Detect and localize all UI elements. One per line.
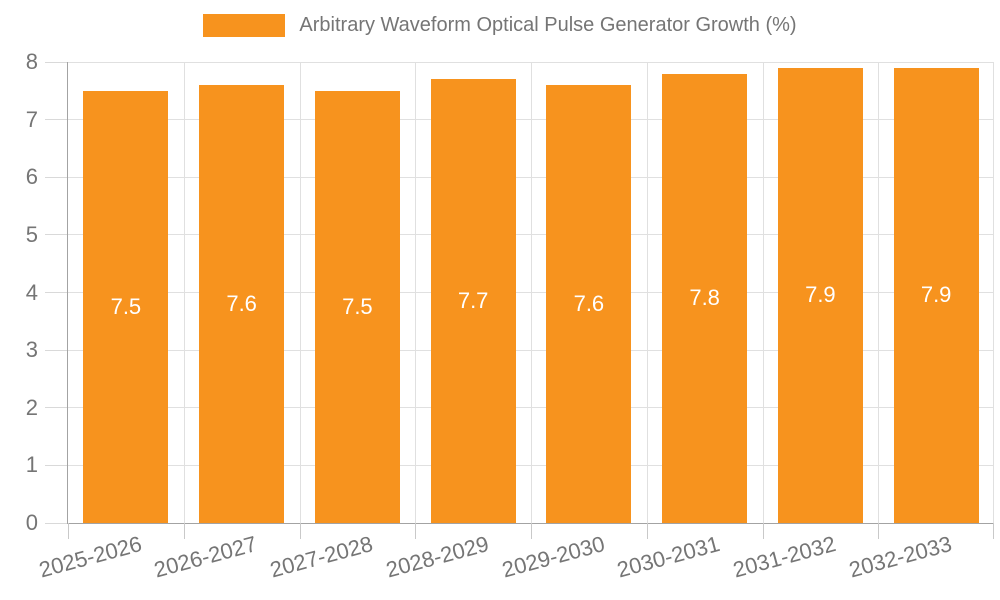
bar: 7.5 — [83, 90, 169, 523]
y-axis-tick — [45, 407, 67, 409]
y-tick-label: 3 — [25, 337, 38, 363]
y-axis-tick — [45, 176, 67, 178]
y-tick-label: 8 — [25, 49, 38, 74]
x-axis-tick — [646, 523, 648, 539]
legend-label: Arbitrary Waveform Optical Pulse Generat… — [299, 14, 797, 36]
y-axis-tick — [45, 119, 67, 121]
x-axis-tick — [68, 523, 69, 539]
x-axis-tick — [993, 523, 994, 539]
gridline-vertical — [878, 62, 880, 523]
bar-value-label: 7.9 — [805, 282, 836, 308]
bar-value-label: 7.8 — [689, 285, 720, 311]
y-tick-label: 6 — [25, 164, 38, 190]
bar: 7.7 — [430, 79, 516, 523]
legend-swatch-icon — [203, 14, 286, 37]
gridline-vertical — [415, 62, 417, 523]
gridline-vertical — [531, 62, 532, 523]
bar: 7.5 — [314, 90, 400, 523]
x-tick-label: 2032-2033 — [846, 531, 955, 583]
y-tick-label: 5 — [25, 221, 38, 247]
x-axis-tick — [299, 523, 301, 539]
x-tick-label: 2025-2026 — [35, 531, 145, 583]
x-axis-tick — [531, 523, 532, 539]
bar-value-label: 7.6 — [226, 291, 257, 317]
y-axis-tick — [45, 464, 67, 466]
y-axis-tick — [45, 349, 67, 351]
y-tick-label: 0 — [25, 510, 38, 535]
gridline-vertical — [299, 62, 301, 523]
bar-value-label: 7.9 — [920, 282, 952, 308]
y-axis-tick — [45, 292, 67, 293]
y-tick-label: 4 — [25, 279, 38, 305]
y-tick-label: 7 — [25, 106, 38, 132]
y-tick-label: 1 — [25, 452, 38, 478]
x-axis-tick — [878, 523, 880, 539]
legend-item[interactable]: Arbitrary Waveform Optical Pulse Generat… — [203, 14, 797, 37]
x-tick-label: 2026-2027 — [151, 531, 260, 583]
x-tick-label: 2028-2029 — [383, 531, 492, 583]
x-tick-label: 2030-2031 — [614, 531, 723, 583]
bar-value-label: 7.6 — [573, 291, 605, 317]
bar: 7.6 — [546, 85, 632, 523]
gridline-vertical — [762, 62, 764, 523]
x-axis-tick — [183, 523, 185, 539]
bar: 7.8 — [662, 73, 748, 523]
bar-value-label: 7.5 — [110, 293, 142, 319]
y-axis-tick — [45, 234, 67, 236]
bar: 7.6 — [199, 85, 285, 523]
bar-value-label: 7.5 — [342, 293, 373, 319]
gridline-vertical — [993, 62, 994, 523]
y-axis-tick — [45, 61, 67, 63]
bar: 7.9 — [777, 67, 863, 523]
bar: 7.9 — [893, 67, 979, 523]
y-axis-tick — [45, 522, 67, 524]
plot-area: 0 1 2 3 4 5 6 7 8 7.5 2025-2026 7.6 2026-2027 7.5 2027… — [26, 51, 994, 582]
gridline-vertical — [646, 62, 648, 523]
x-axis-tick — [415, 523, 417, 539]
y-tick-label: 2 — [25, 394, 38, 420]
bar-value-label: 7.7 — [457, 288, 489, 314]
x-tick-label: 2027-2028 — [267, 531, 376, 583]
gridline-vertical — [183, 62, 185, 523]
x-tick-label: 2031-2032 — [730, 531, 839, 583]
x-axis-tick — [762, 523, 764, 539]
legend: Arbitrary Waveform Optical Pulse Generat… — [0, 14, 1000, 37]
x-tick-label: 2029-2030 — [498, 531, 608, 583]
